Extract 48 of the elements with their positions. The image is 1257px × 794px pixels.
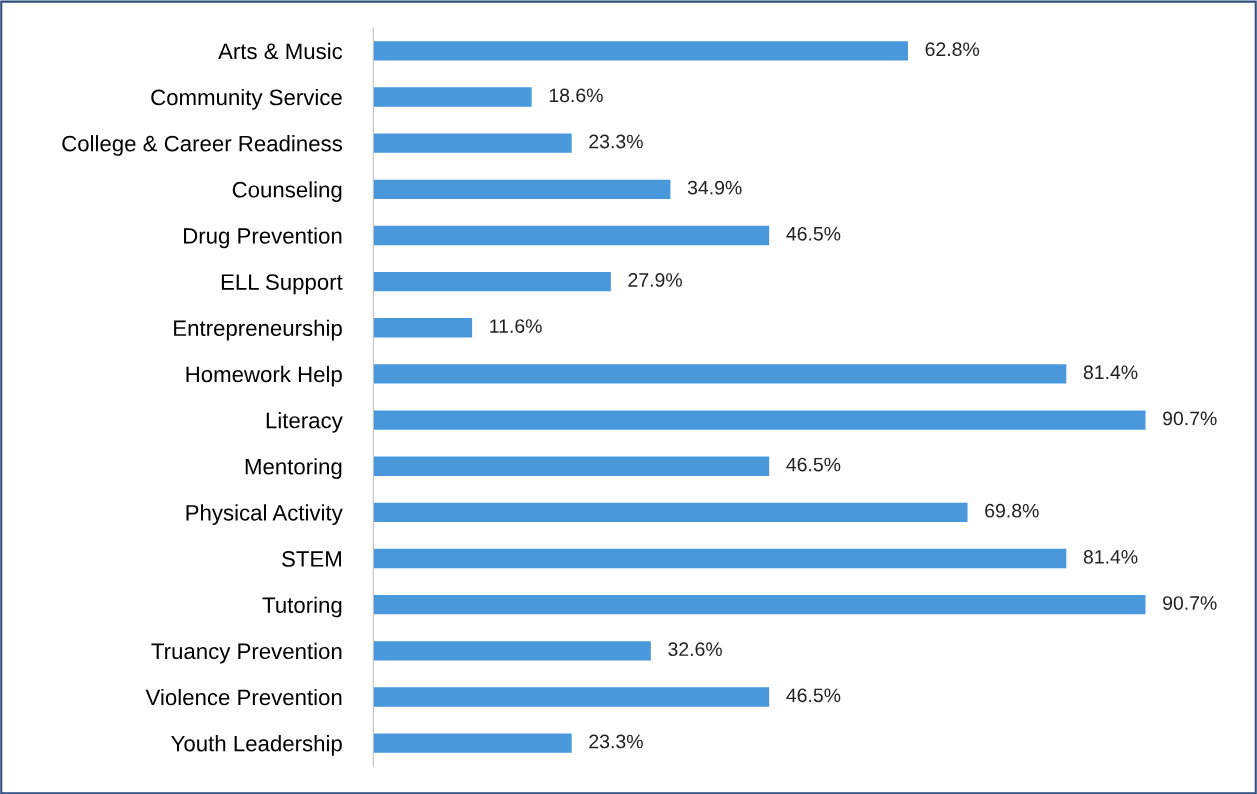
bar: [373, 179, 671, 200]
data-label: 34.9%: [687, 180, 742, 195]
bar: [373, 225, 770, 246]
bar: [373, 87, 532, 107]
data-label: 46.5%: [786, 226, 841, 241]
data-label: 46.5%: [786, 457, 841, 472]
y-tick-label: Youth Leadership: [171, 735, 342, 756]
bar: [373, 456, 770, 476]
bar: [373, 410, 1146, 430]
bar: [373, 318, 473, 338]
y-tick-label: Physical Activity: [186, 504, 343, 526]
data-label: 46.5%: [786, 688, 841, 703]
y-tick-label: Homework Help: [186, 365, 342, 387]
bar: [373, 733, 572, 753]
data-label: 23.3%: [589, 734, 643, 749]
data-label: 90.7%: [1163, 596, 1217, 610]
data-label: 62.8%: [925, 42, 980, 57]
data-label: 81.4%: [1083, 549, 1138, 564]
data-label: 18.6%: [549, 88, 603, 103]
y-tick-label: College & Career Readiness: [62, 135, 342, 156]
y-tick-label: Counseling: [232, 181, 342, 202]
data-label: 90.7%: [1163, 411, 1217, 426]
y-tick-label: Violence Prevention: [145, 688, 342, 706]
bar: [373, 364, 1067, 384]
data-label: 69.8%: [985, 503, 1039, 518]
data-label: 27.9%: [628, 273, 682, 287]
bar: [373, 133, 572, 153]
bar: [373, 548, 1067, 569]
y-tick-label: Entrepreneurship: [174, 319, 342, 341]
data-label: 11.6%: [490, 319, 542, 333]
bar: [373, 41, 908, 61]
data-label: 32.6%: [668, 642, 722, 657]
bar: [373, 594, 1146, 615]
bar: [373, 271, 611, 292]
y-tick-label: Drug Prevention: [184, 227, 342, 249]
y-tick-label: Community Service: [151, 88, 342, 110]
y-tick-label: Mentoring: [245, 458, 342, 479]
y-tick-label: Truancy Prevention: [151, 642, 342, 664]
y-tick-label: ELL Support: [221, 274, 343, 295]
bar: [373, 641, 651, 661]
data-label: 23.3%: [589, 134, 643, 149]
y-tick-label: Literacy: [266, 412, 343, 433]
bar: [373, 502, 968, 523]
data-label: 81.4%: [1083, 365, 1138, 380]
bar: [373, 687, 770, 707]
y-tick-label: STEM: [282, 551, 341, 567]
y-tick-label: Tutoring: [262, 596, 342, 618]
y-tick-label: Arts & Music: [218, 42, 343, 60]
